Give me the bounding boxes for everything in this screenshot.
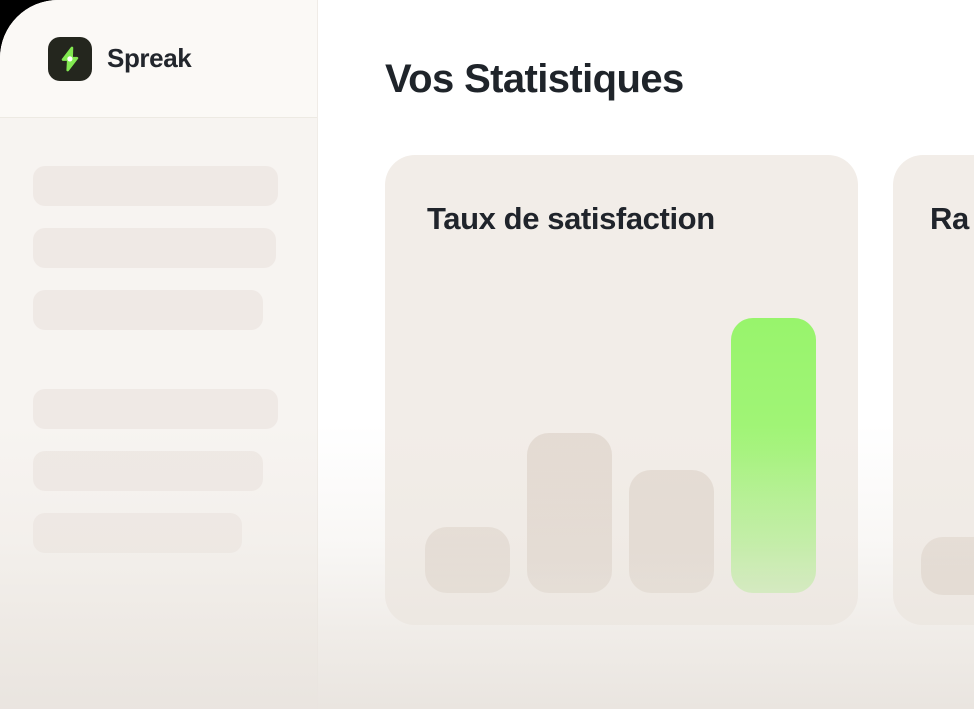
sidebar-header: Spreak <box>0 0 317 118</box>
group-spacer <box>33 352 317 389</box>
chart-bar-1 <box>425 527 510 593</box>
skeleton-group <box>33 166 317 330</box>
skeleton-group <box>33 389 317 553</box>
stat-card-partial: Ra <box>893 155 974 625</box>
chart-bar-3 <box>629 470 714 593</box>
nav-item-placeholder <box>33 166 278 206</box>
stat-card-satisfaction: Taux de satisfaction <box>385 155 858 625</box>
sidebar: Spreak <box>0 0 318 709</box>
lightning-bolt-icon <box>61 46 79 71</box>
chart-bar-2 <box>527 433 612 593</box>
nav-item-placeholder <box>33 290 263 330</box>
sidebar-nav-skeleton <box>0 118 317 553</box>
nav-item-placeholder <box>33 389 278 429</box>
card-title-partial: Ra <box>930 201 969 236</box>
page-title: Vos Statistiques <box>385 57 684 101</box>
app-logo <box>48 36 92 81</box>
partial-chart-bar <box>921 537 974 595</box>
satisfaction-bar-chart <box>425 318 816 593</box>
nav-item-placeholder <box>33 228 276 268</box>
nav-item-placeholder <box>33 513 242 553</box>
card-title-satisfaction: Taux de satisfaction <box>427 201 715 236</box>
app-name: Spreak <box>107 43 192 73</box>
chart-bar-4-highlight <box>731 318 816 593</box>
nav-item-placeholder <box>33 451 263 491</box>
